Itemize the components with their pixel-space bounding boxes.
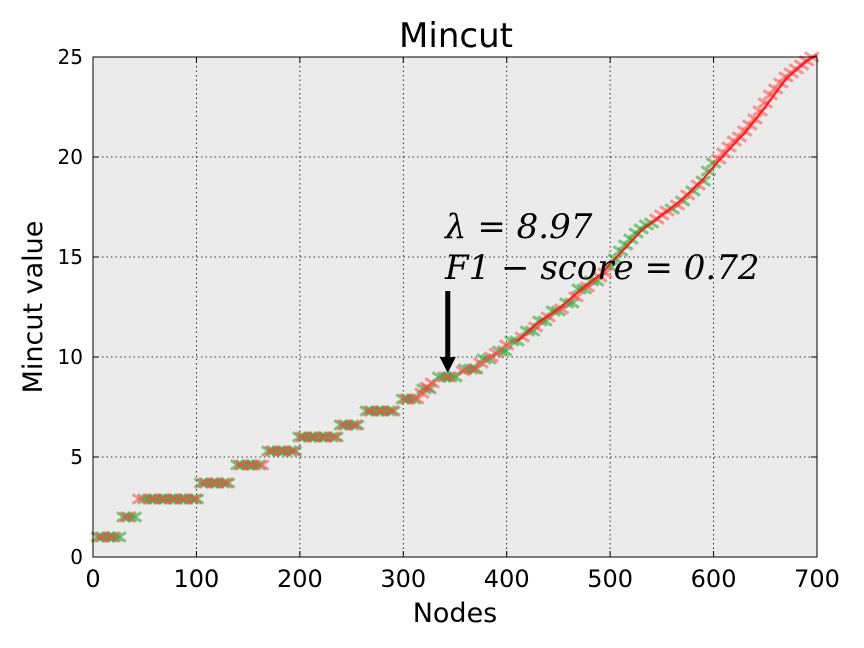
x-tick-label: 0 — [85, 565, 100, 593]
plot-area — [92, 56, 818, 558]
data-point — [131, 493, 148, 505]
data-point — [103, 531, 120, 543]
annotation: λ = 8.97 F1 − score = 0.72 — [439, 207, 759, 373]
data-point — [253, 459, 270, 471]
lambda-annotation: λ = 8.97 — [443, 207, 593, 247]
trend-line-layer — [516, 54, 818, 342]
x-tick-label: 700 — [794, 565, 840, 593]
annotation-arrow — [439, 291, 456, 373]
y-tick-label: 10 — [58, 345, 83, 369]
data-point — [346, 419, 363, 431]
y-tick-label: 25 — [58, 45, 83, 69]
x-tick-label: 600 — [691, 565, 737, 593]
data-point — [408, 393, 425, 405]
x-tick-label: 400 — [484, 565, 530, 593]
data-point — [326, 431, 342, 443]
data-point — [424, 377, 441, 389]
data-point — [579, 281, 596, 293]
data-point — [553, 303, 570, 315]
f1-score-annotation: F1 − score = 0.72 — [444, 248, 759, 288]
x-tick-label: 200 — [277, 565, 323, 593]
data-point — [669, 199, 686, 211]
data-point — [414, 387, 430, 399]
data-point — [119, 511, 136, 523]
x-tick-label: 100 — [174, 565, 220, 593]
y-tick-label: 5 — [70, 445, 83, 469]
axis-ticks: 0 100 200 300 400 500 600 700 0 5 10 15 20 25 — [58, 45, 840, 593]
data-point — [217, 477, 234, 489]
x-axis-label: Nodes — [413, 598, 498, 629]
data-point — [383, 405, 399, 417]
data-marks — [90, 51, 820, 543]
data-point — [568, 291, 584, 303]
y-tick-label: 15 — [58, 245, 83, 269]
y-axis-label: Mincut value — [18, 221, 49, 394]
data-point — [284, 445, 301, 457]
data-point — [762, 89, 779, 101]
grid-lines — [93, 57, 817, 557]
arrow-head — [439, 357, 456, 373]
y-tick-label: 20 — [58, 145, 83, 169]
data-point — [597, 267, 613, 279]
y-tick-label: 0 — [70, 545, 83, 569]
trend-line — [516, 54, 818, 342]
x-tick-label: 300 — [380, 565, 426, 593]
chart-title: Mincut — [399, 16, 513, 56]
data-point — [439, 371, 456, 383]
x-tick-label: 500 — [587, 565, 633, 593]
data-point — [498, 339, 515, 351]
data-point — [186, 493, 203, 505]
plot-frame — [92, 56, 818, 558]
